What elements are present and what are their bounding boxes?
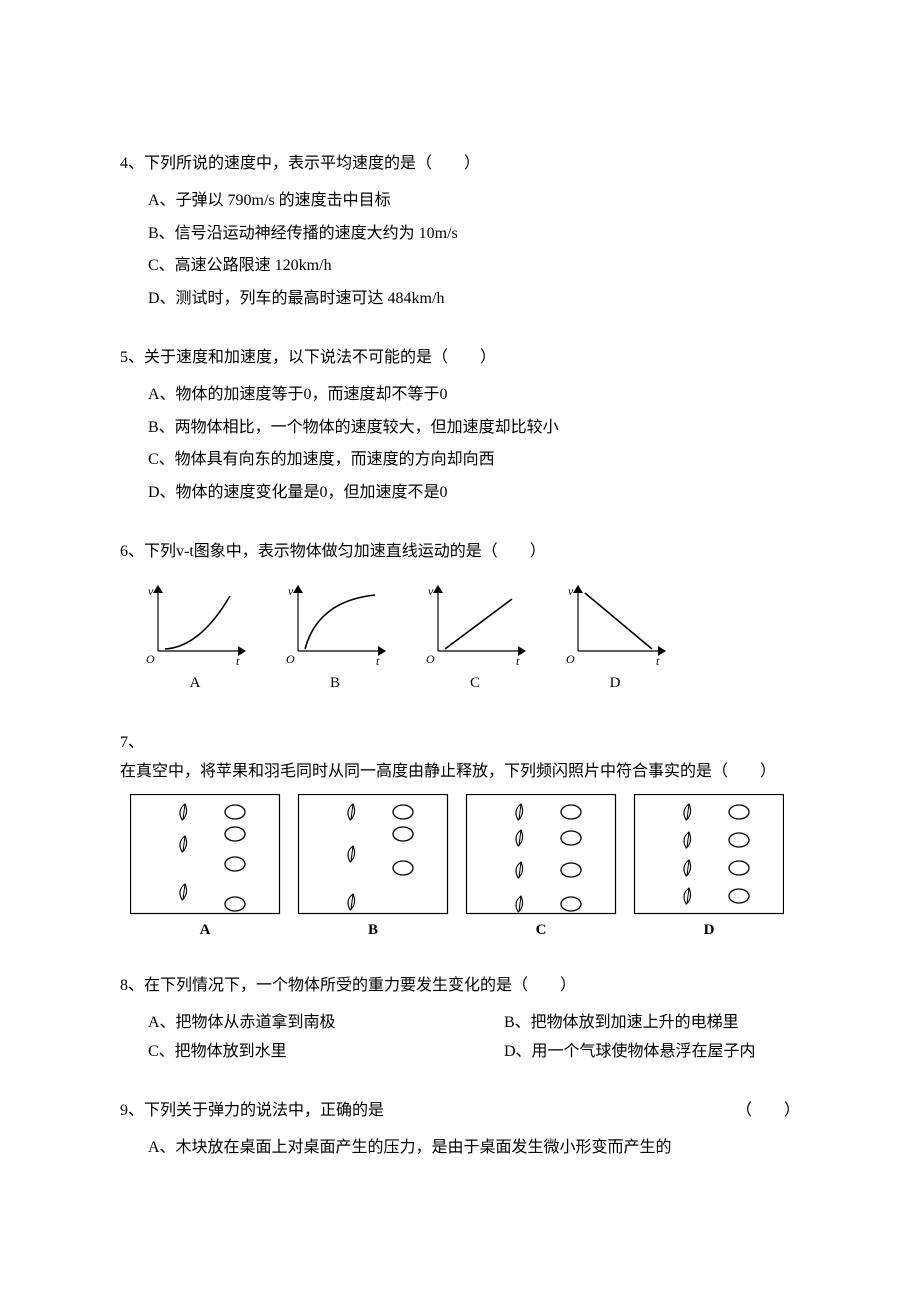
option: A、物体的加速度等于0，而速度却不等于0: [148, 381, 800, 410]
option: A、把物体从赤道拿到南极: [148, 1009, 444, 1038]
vt-chart-svg: v t O: [560, 581, 670, 666]
q-num: 9、: [120, 1102, 144, 1119]
question-4-options: A、子弹以 790m/s 的速度击中目标 B、信号沿运动神经传播的速度大约为 1…: [120, 187, 800, 314]
svg-text:v: v: [148, 584, 154, 598]
q-text: 在真空中，将苹果和羽毛同时从同一高度由静止释放，下列频闪照片中符合事实的是（ ）: [120, 763, 776, 780]
option: B、信号沿运动神经传播的速度大约为 10m/s: [148, 220, 800, 249]
svg-text:D: D: [704, 922, 715, 938]
exam-page: 4、下列所说的速度中，表示平均速度的是（ ） A、子弹以 790m/s 的速度击…: [0, 0, 920, 1302]
question-6: 6、下列v-t图象中，表示物体做匀加速直线运动的是（ ） v t O Av t O Bv t O…: [120, 538, 800, 699]
vt-chart-svg: v t O: [140, 581, 250, 666]
svg-text:t: t: [656, 654, 660, 666]
option: D、用一个气球使物体悬浮在屋子内: [504, 1038, 800, 1067]
question-8-options: A、把物体从赤道拿到南极 B、把物体放到加速上升的电梯里 C、把物体放到水里 D…: [120, 1009, 800, 1067]
question-9-options: A、木块放在桌面上对桌面产生的压力，是由于桌面发生微小形变而产生的: [120, 1134, 800, 1163]
svg-text:O: O: [146, 652, 155, 666]
question-4-stem: 4、下列所说的速度中，表示平均速度的是（ ）: [120, 150, 800, 179]
question-4: 4、下列所说的速度中，表示平均速度的是（ ） A、子弹以 790m/s 的速度击…: [120, 150, 800, 314]
chart-label: C: [470, 670, 480, 697]
q-num: 6、: [120, 543, 144, 560]
q-text: 下列所说的速度中，表示平均速度的是（ ）: [144, 155, 480, 172]
question-8-stem: 8、在下列情况下，一个物体所受的重力要发生变化的是（ ）: [120, 972, 800, 1001]
q-text: 在下列情况下，一个物体所受的重力要发生变化的是（ ）: [144, 977, 576, 994]
freefall-panels: A B C D: [130, 794, 810, 942]
q-num: 4、: [120, 155, 144, 172]
vt-chart-A: v t O A: [140, 581, 250, 697]
question-9: 9、下列关于弹力的说法中，正确的是 （ ） A、木块放在桌面上对桌面产生的压力，…: [120, 1097, 800, 1163]
svg-text:B: B: [368, 922, 378, 938]
q-num: 7、: [120, 734, 144, 751]
q-text: 下列关于弹力的说法中，正确的是: [144, 1102, 384, 1119]
q-num: 5、: [120, 349, 144, 366]
svg-text:O: O: [566, 652, 575, 666]
question-9-stem: 9、下列关于弹力的说法中，正确的是 （ ）: [120, 1097, 800, 1126]
option: B、把物体放到加速上升的电梯里: [504, 1009, 800, 1038]
chart-label: B: [330, 670, 340, 697]
q-text: 关于速度和加速度，以下说法不可能的是（ ）: [144, 349, 496, 366]
option: D、测试时，列车的最高时速可达 484km/h: [148, 285, 800, 314]
option: A、木块放在桌面上对桌面产生的压力，是由于桌面发生微小形变而产生的: [148, 1134, 800, 1163]
question-5-options: A、物体的加速度等于0，而速度却不等于0 B、两物体相比，一个物体的速度较大，但…: [120, 381, 800, 508]
option: D、物体的速度变化量是0，但加速度不是0: [148, 479, 800, 508]
svg-text:A: A: [200, 922, 211, 938]
svg-text:O: O: [426, 652, 435, 666]
chart-label: D: [610, 670, 621, 697]
question-8: 8、在下列情况下，一个物体所受的重力要发生变化的是（ ） A、把物体从赤道拿到南…: [120, 972, 800, 1066]
svg-text:v: v: [428, 584, 434, 598]
vt-chart-D: v t O D: [560, 581, 670, 697]
chart-label: A: [190, 670, 201, 697]
option: C、物体具有向东的加速度，而速度的方向却向西: [148, 446, 800, 475]
vt-chart-svg: v t O: [420, 581, 530, 666]
question-5-stem: 5、关于速度和加速度，以下说法不可能的是（ ）: [120, 344, 800, 373]
svg-text:t: t: [236, 654, 240, 666]
q-paren: （ ）: [736, 1097, 800, 1126]
svg-text:v: v: [288, 584, 294, 598]
question-7-stem: 7、在真空中，将苹果和羽毛同时从同一高度由静止释放，下列频闪照片中符合事实的是（…: [120, 729, 800, 787]
svg-text:O: O: [286, 652, 295, 666]
vt-charts-row: v t O Av t O Bv t O Cv t O D: [120, 575, 800, 699]
vt-chart-C: v t O C: [420, 581, 530, 697]
vt-chart-B: v t O B: [280, 581, 390, 697]
option: C、高速公路限速 120km/h: [148, 252, 800, 281]
question-7: 7、在真空中，将苹果和羽毛同时从同一高度由静止释放，下列频闪照片中符合事实的是（…: [120, 729, 800, 943]
q-num: 8、: [120, 977, 144, 994]
option: A、子弹以 790m/s 的速度击中目标: [148, 187, 800, 216]
svg-text:v: v: [568, 584, 574, 598]
svg-text:C: C: [536, 922, 547, 938]
option: C、把物体放到水里: [148, 1038, 444, 1067]
vt-chart-svg: v t O: [280, 581, 390, 666]
option: B、两物体相比，一个物体的速度较大，但加速度却比较小: [148, 414, 800, 443]
question-5: 5、关于速度和加速度，以下说法不可能的是（ ） A、物体的加速度等于0，而速度却…: [120, 344, 800, 508]
freefall-svg: A B C D: [130, 794, 784, 942]
question-6-stem: 6、下列v-t图象中，表示物体做匀加速直线运动的是（ ）: [120, 538, 800, 567]
svg-text:t: t: [516, 654, 520, 666]
svg-text:t: t: [376, 654, 380, 666]
q-text: 下列v-t图象中，表示物体做匀加速直线运动的是（ ）: [144, 543, 546, 560]
